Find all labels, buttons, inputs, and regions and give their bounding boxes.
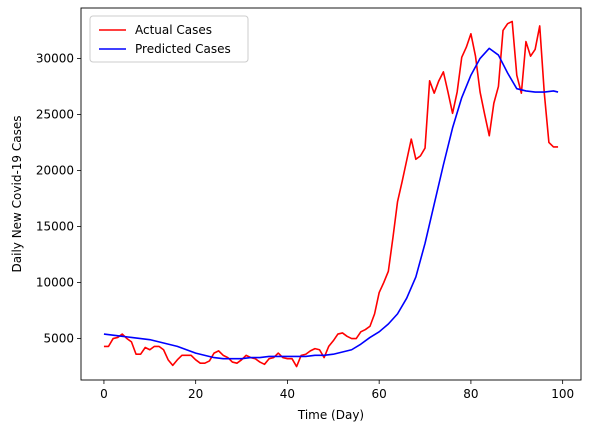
series-line-predicted-cases	[103, 47, 559, 360]
plot-frame	[80, 7, 582, 381]
y-tick-label: 20000	[36, 163, 74, 177]
x-tick-label: 80	[463, 387, 478, 401]
x-tick-label: 60	[372, 387, 387, 401]
y-axis-label: Daily New Covid-19 Cases	[10, 116, 24, 273]
y-tick-label: 5000	[43, 332, 74, 346]
series-line-actual-cases	[103, 20, 559, 368]
legend-box	[89, 15, 249, 63]
legend-label: Predicted Cases	[135, 42, 231, 56]
y-axis: 5000 10000 15000 20000 25000 30000	[36, 51, 81, 346]
y-tick-label: 10000	[36, 276, 74, 290]
x-tick-label: 100	[551, 387, 574, 401]
y-tick-label: 25000	[36, 107, 74, 121]
legend-label: Actual Cases	[135, 23, 212, 37]
x-tick-label: 20	[188, 387, 203, 401]
series-layer	[103, 20, 559, 368]
x-axis: 0 20 40 60 80 100	[100, 380, 574, 401]
y-tick-label: 30000	[36, 51, 74, 65]
legend: Actual Cases Predicted Cases	[89, 15, 249, 63]
x-axis-label: Time (Day)	[297, 408, 364, 422]
y-tick-label: 15000	[36, 219, 74, 233]
plot-area	[80, 7, 582, 381]
x-tick-label: 40	[280, 387, 295, 401]
x-tick-label: 0	[100, 387, 108, 401]
